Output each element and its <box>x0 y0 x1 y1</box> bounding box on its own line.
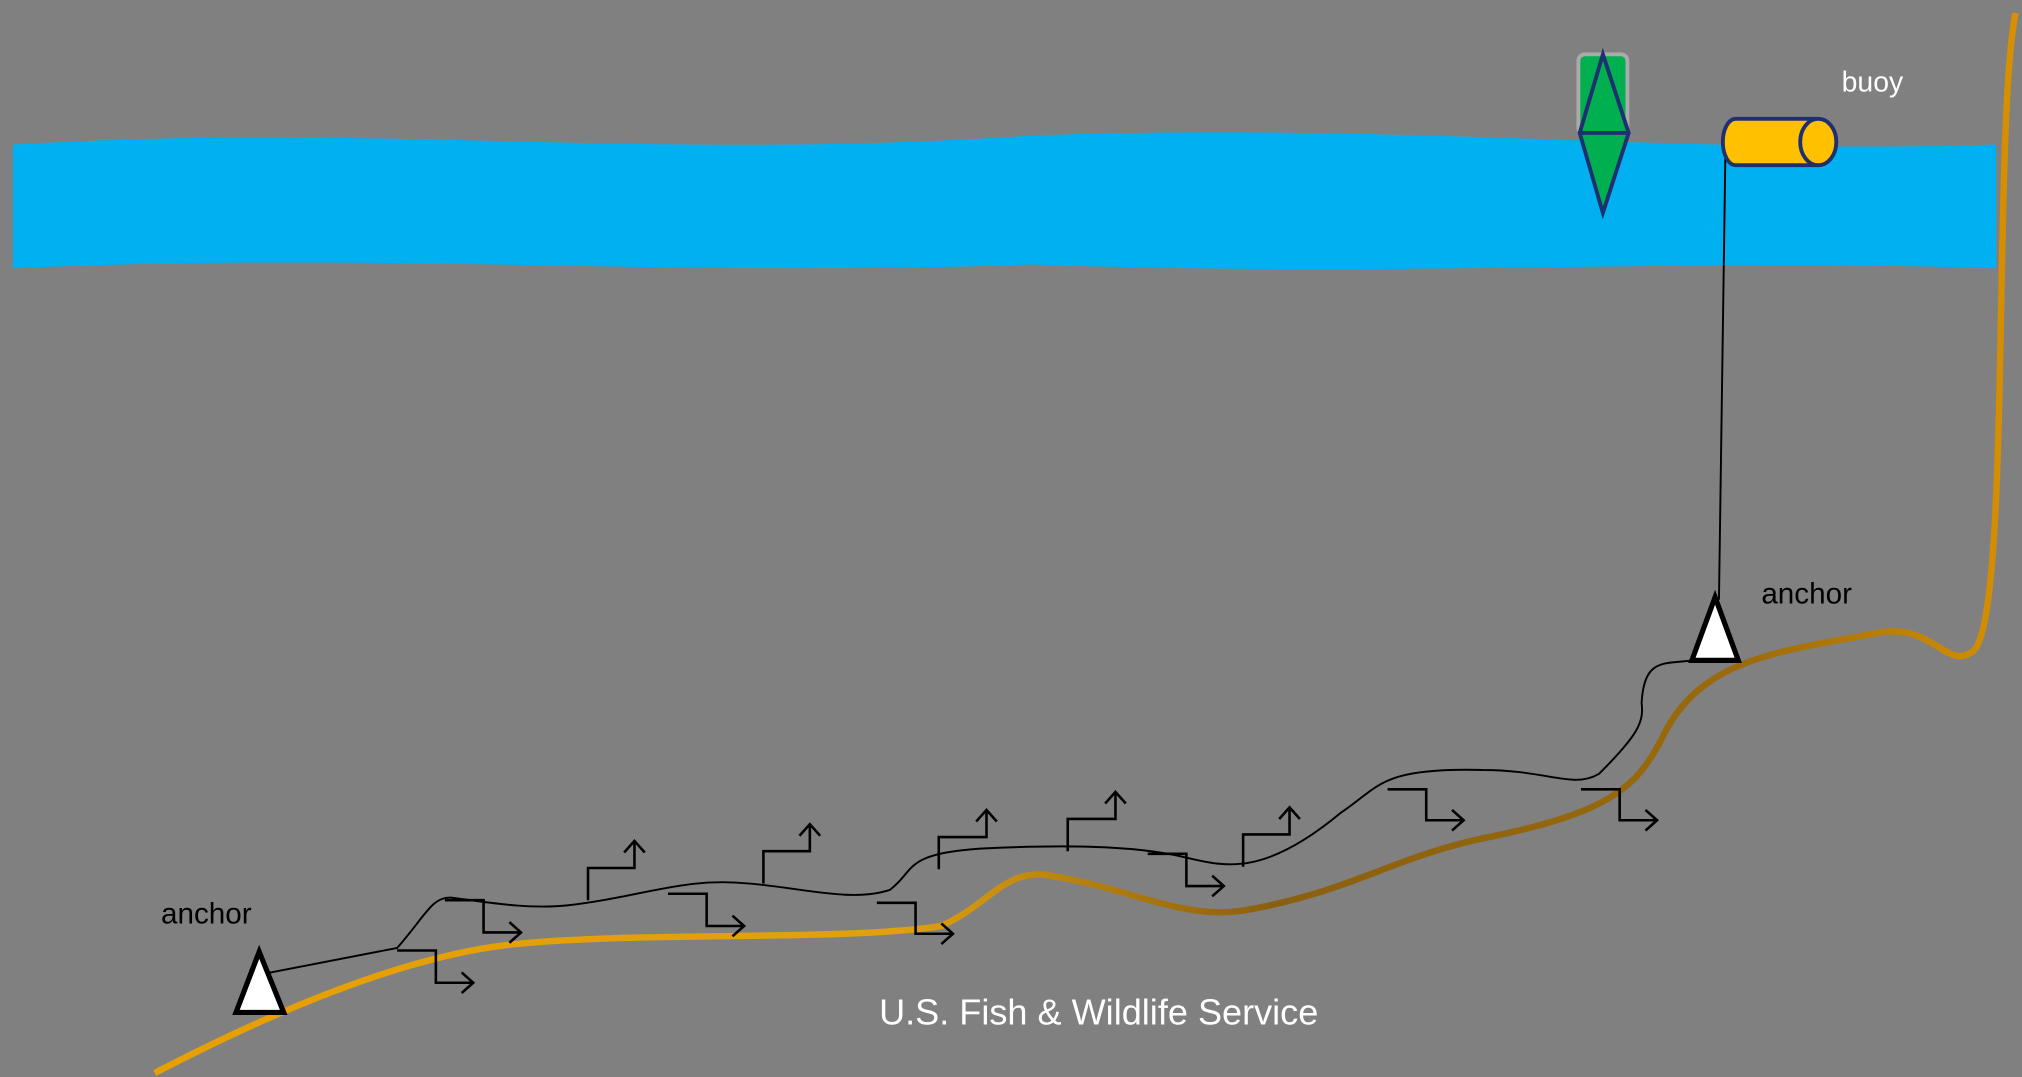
buoy-label: buoy <box>1842 66 1904 98</box>
longline <box>264 659 1694 975</box>
buoy-line <box>1717 152 1727 600</box>
hooks <box>397 788 1660 995</box>
marker-diamond <box>1577 47 1631 220</box>
anchor-left <box>232 944 288 1015</box>
seabed <box>153 12 2019 1076</box>
anchor-label: anchor <box>1761 578 1852 611</box>
anchor-right <box>1688 589 1742 663</box>
buoy <box>1720 116 1839 168</box>
water-surface <box>12 132 1997 270</box>
anchor-label: anchor <box>161 898 252 931</box>
credit: U.S. Fish & Wildlife Service <box>879 992 1318 1033</box>
